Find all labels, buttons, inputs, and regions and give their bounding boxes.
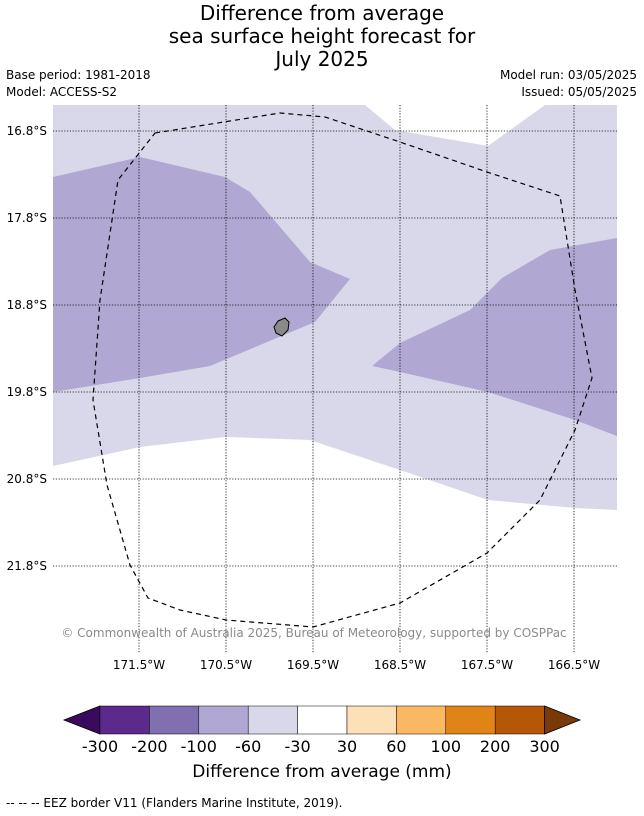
gridlines (53, 105, 617, 653)
colorbar-extend-high (544, 705, 582, 735)
lat-label: 17.8°S (7, 211, 47, 225)
colorbar-segment (99, 705, 150, 735)
longitude-labels: 171.5°W 170.5°W 169.5°W 168.5°W 167.5°W … (113, 658, 600, 672)
colorbar-ticks: -300 -200 -100 -60 -30 30 60 100 200 300 (82, 737, 560, 756)
colorbar-tick: 30 (337, 737, 357, 756)
colorbar-tick: 60 (386, 737, 406, 756)
lon-label: 166.5°W (548, 658, 600, 672)
title-line-3: July 2025 (275, 47, 369, 71)
colorbar-extend-low (62, 705, 101, 735)
map-title: Difference from average sea surface heig… (0, 2, 644, 71)
copyright-notice: © Commonwealth of Australia 2025, Bureau… (61, 626, 566, 640)
lat-label: 21.8°S (7, 559, 47, 573)
latitude-labels: 16.8°S 17.8°S 18.8°S 19.8°S 20.8°S 21.8°… (7, 124, 47, 573)
colorbar-segment (346, 705, 397, 735)
eez-border (92, 112, 593, 628)
colorbar-segment (396, 705, 447, 735)
colorbar-tick: 100 (431, 737, 462, 756)
colorbar-segment (494, 705, 545, 735)
lon-label: 171.5°W (113, 658, 165, 672)
colorbar-segment (247, 705, 298, 735)
colorbar-tick: 300 (529, 737, 560, 756)
colorbar-tick: -60 (235, 737, 261, 756)
colorbar-label: Difference from average (mm) (192, 762, 452, 782)
issued-date: Issued: 05/05/2025 (521, 85, 637, 99)
colorbar-tick: -300 (82, 737, 118, 756)
base-period: Base period: 1981-2018 (6, 68, 151, 82)
colorbar-tick: -200 (131, 737, 167, 756)
title-line-2: sea surface height forecast for (168, 24, 476, 48)
colorbar-tick: 200 (480, 737, 511, 756)
colorbar-segment (297, 705, 348, 735)
colorbar-tick: -30 (285, 737, 311, 756)
colorbar-tick: -100 (181, 737, 217, 756)
lat-label: 20.8°S (7, 472, 47, 486)
anomaly-region-east (372, 238, 617, 436)
colorbar-segment (198, 705, 249, 735)
colorbar-segment (445, 705, 496, 735)
island-shape (273, 317, 290, 337)
lon-label: 168.5°W (374, 658, 426, 672)
colorbar-segment (149, 705, 200, 735)
lon-label: 170.5°W (200, 658, 252, 672)
lat-label: 18.8°S (7, 298, 47, 312)
lon-label: 169.5°W (287, 658, 339, 672)
colorbar (62, 705, 582, 735)
model-name: Model: ACCESS-S2 (6, 85, 118, 99)
lat-label: 19.8°S (7, 385, 47, 399)
lat-label: 16.8°S (7, 124, 47, 138)
meta-right: Model run: 03/05/2025 Issued: 05/05/2025 (500, 67, 637, 101)
lon-label: 167.5°W (461, 658, 513, 672)
meta-left: Base period: 1981-2018 Model: ACCESS-S2 (6, 67, 151, 101)
map-area: © Commonwealth of Australia 2025, Bureau… (53, 105, 617, 653)
eez-legend-note: -- -- -- EEZ border V11 (Flanders Marine… (6, 796, 343, 810)
title-line-1: Difference from average (199, 1, 445, 25)
model-run: Model run: 03/05/2025 (499, 68, 637, 82)
